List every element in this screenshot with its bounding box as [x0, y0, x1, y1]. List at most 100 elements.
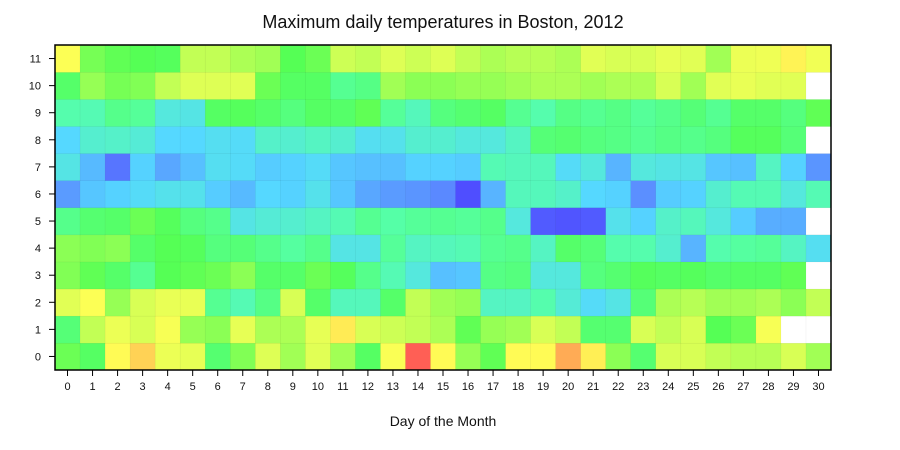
heatmap-cell — [229, 71, 256, 100]
heatmap-cell — [730, 342, 757, 371]
heatmap-cell — [555, 342, 582, 371]
heatmap-cell — [505, 261, 532, 290]
heatmap-cell — [179, 44, 206, 73]
x-tick-label: 2 — [115, 381, 121, 393]
heatmap-cell — [605, 71, 632, 100]
heatmap-cell — [480, 180, 507, 209]
heatmap-cell — [229, 288, 256, 317]
heatmap-cell — [480, 153, 507, 181]
heatmap-cell — [655, 261, 682, 290]
heatmap-cell — [154, 342, 181, 371]
heatmap-cell — [530, 71, 557, 100]
heatmap-cell — [305, 234, 331, 263]
heatmap-cell — [355, 126, 381, 154]
heatmap-cell — [104, 71, 131, 100]
heatmap-cell — [455, 234, 482, 263]
heatmap-cells — [54, 44, 832, 371]
heatmap-cell — [680, 153, 707, 181]
heatmap-cell — [54, 288, 81, 317]
heatmap-cell — [129, 98, 156, 127]
heatmap-cell — [104, 44, 131, 73]
heatmap-cell — [480, 44, 507, 73]
heatmap-cell — [780, 288, 807, 317]
x-tick-label: 23 — [637, 381, 649, 393]
heatmap-cell — [255, 234, 281, 263]
heatmap-cell — [355, 234, 381, 263]
heatmap-cell — [380, 288, 407, 317]
x-tick-label: 27 — [737, 381, 749, 393]
x-axis-label: Day of the Month — [390, 413, 497, 429]
heatmap-cell — [530, 207, 557, 236]
heatmap-cell — [154, 315, 181, 344]
heatmap-cell — [805, 71, 832, 100]
heatmap-cell — [555, 44, 582, 73]
heatmap-cell — [455, 153, 482, 181]
heatmap-cell — [129, 71, 156, 100]
heatmap-cell — [305, 315, 331, 344]
heatmap-cell — [780, 315, 807, 344]
heatmap-cell — [530, 234, 557, 263]
heatmap-cell — [505, 153, 532, 181]
heatmap-cell — [605, 207, 632, 236]
heatmap-cell — [54, 315, 81, 344]
heatmap-cell — [179, 315, 206, 344]
y-tick-label: 9 — [35, 108, 41, 120]
heatmap-cell — [129, 288, 156, 317]
heatmap-cell — [330, 71, 356, 100]
heatmap-cell — [280, 98, 306, 127]
heatmap-cell — [630, 234, 657, 263]
heatmap-cell — [280, 126, 306, 154]
heatmap-cell — [780, 126, 807, 154]
heatmap-cell — [480, 261, 507, 290]
x-tick-label: 16 — [462, 381, 474, 393]
heatmap-cell — [630, 315, 657, 344]
heatmap-cell — [255, 288, 281, 317]
heatmap-cell — [355, 288, 381, 317]
heatmap-cell — [305, 98, 331, 127]
y-tick-label: 10 — [29, 81, 41, 93]
heatmap-cell — [455, 315, 482, 344]
heatmap-cell — [730, 207, 757, 236]
heatmap-cell — [154, 207, 181, 236]
x-tick-label: 20 — [562, 381, 574, 393]
heatmap-cell — [805, 207, 832, 236]
heatmap-cell — [79, 44, 106, 73]
heatmap-cell — [405, 315, 432, 344]
x-tick-label: 9 — [290, 381, 296, 393]
heatmap-cell — [355, 44, 381, 73]
heatmap-cell — [330, 44, 356, 73]
heatmap-cell — [480, 315, 507, 344]
heatmap-cell — [755, 261, 782, 290]
heatmap-cell — [154, 180, 181, 209]
heatmap-cell — [330, 98, 356, 127]
heatmap-cell — [430, 126, 457, 154]
heatmap-cell — [630, 71, 657, 100]
heatmap-cell — [555, 98, 582, 127]
heatmap-cell — [380, 342, 407, 371]
heatmap-cell — [79, 342, 106, 371]
x-tick-label: 22 — [612, 381, 624, 393]
heatmap-cell — [204, 153, 231, 181]
heatmap-cell — [154, 98, 181, 127]
heatmap-cell — [505, 207, 532, 236]
heatmap-cell — [605, 180, 632, 209]
heatmap-cell — [580, 288, 607, 317]
heatmap-cell — [54, 180, 81, 209]
heatmap-cell — [355, 315, 381, 344]
heatmap-cell — [505, 98, 532, 127]
heatmap-cell — [455, 180, 482, 209]
heatmap-cell — [505, 71, 532, 100]
heatmap-cell — [104, 234, 131, 263]
heatmap-cell — [79, 261, 106, 290]
heatmap-cell — [655, 153, 682, 181]
heatmap-cell — [79, 98, 106, 127]
heatmap-cell — [605, 315, 632, 344]
heatmap-cell — [179, 71, 206, 100]
heatmap-cell — [104, 207, 131, 236]
heatmap-cell — [755, 44, 782, 73]
heatmap-cell — [680, 315, 707, 344]
heatmap-cell — [630, 288, 657, 317]
heatmap-cell — [505, 44, 532, 73]
heatmap-cell — [455, 342, 482, 371]
heatmap-cell — [129, 44, 156, 73]
